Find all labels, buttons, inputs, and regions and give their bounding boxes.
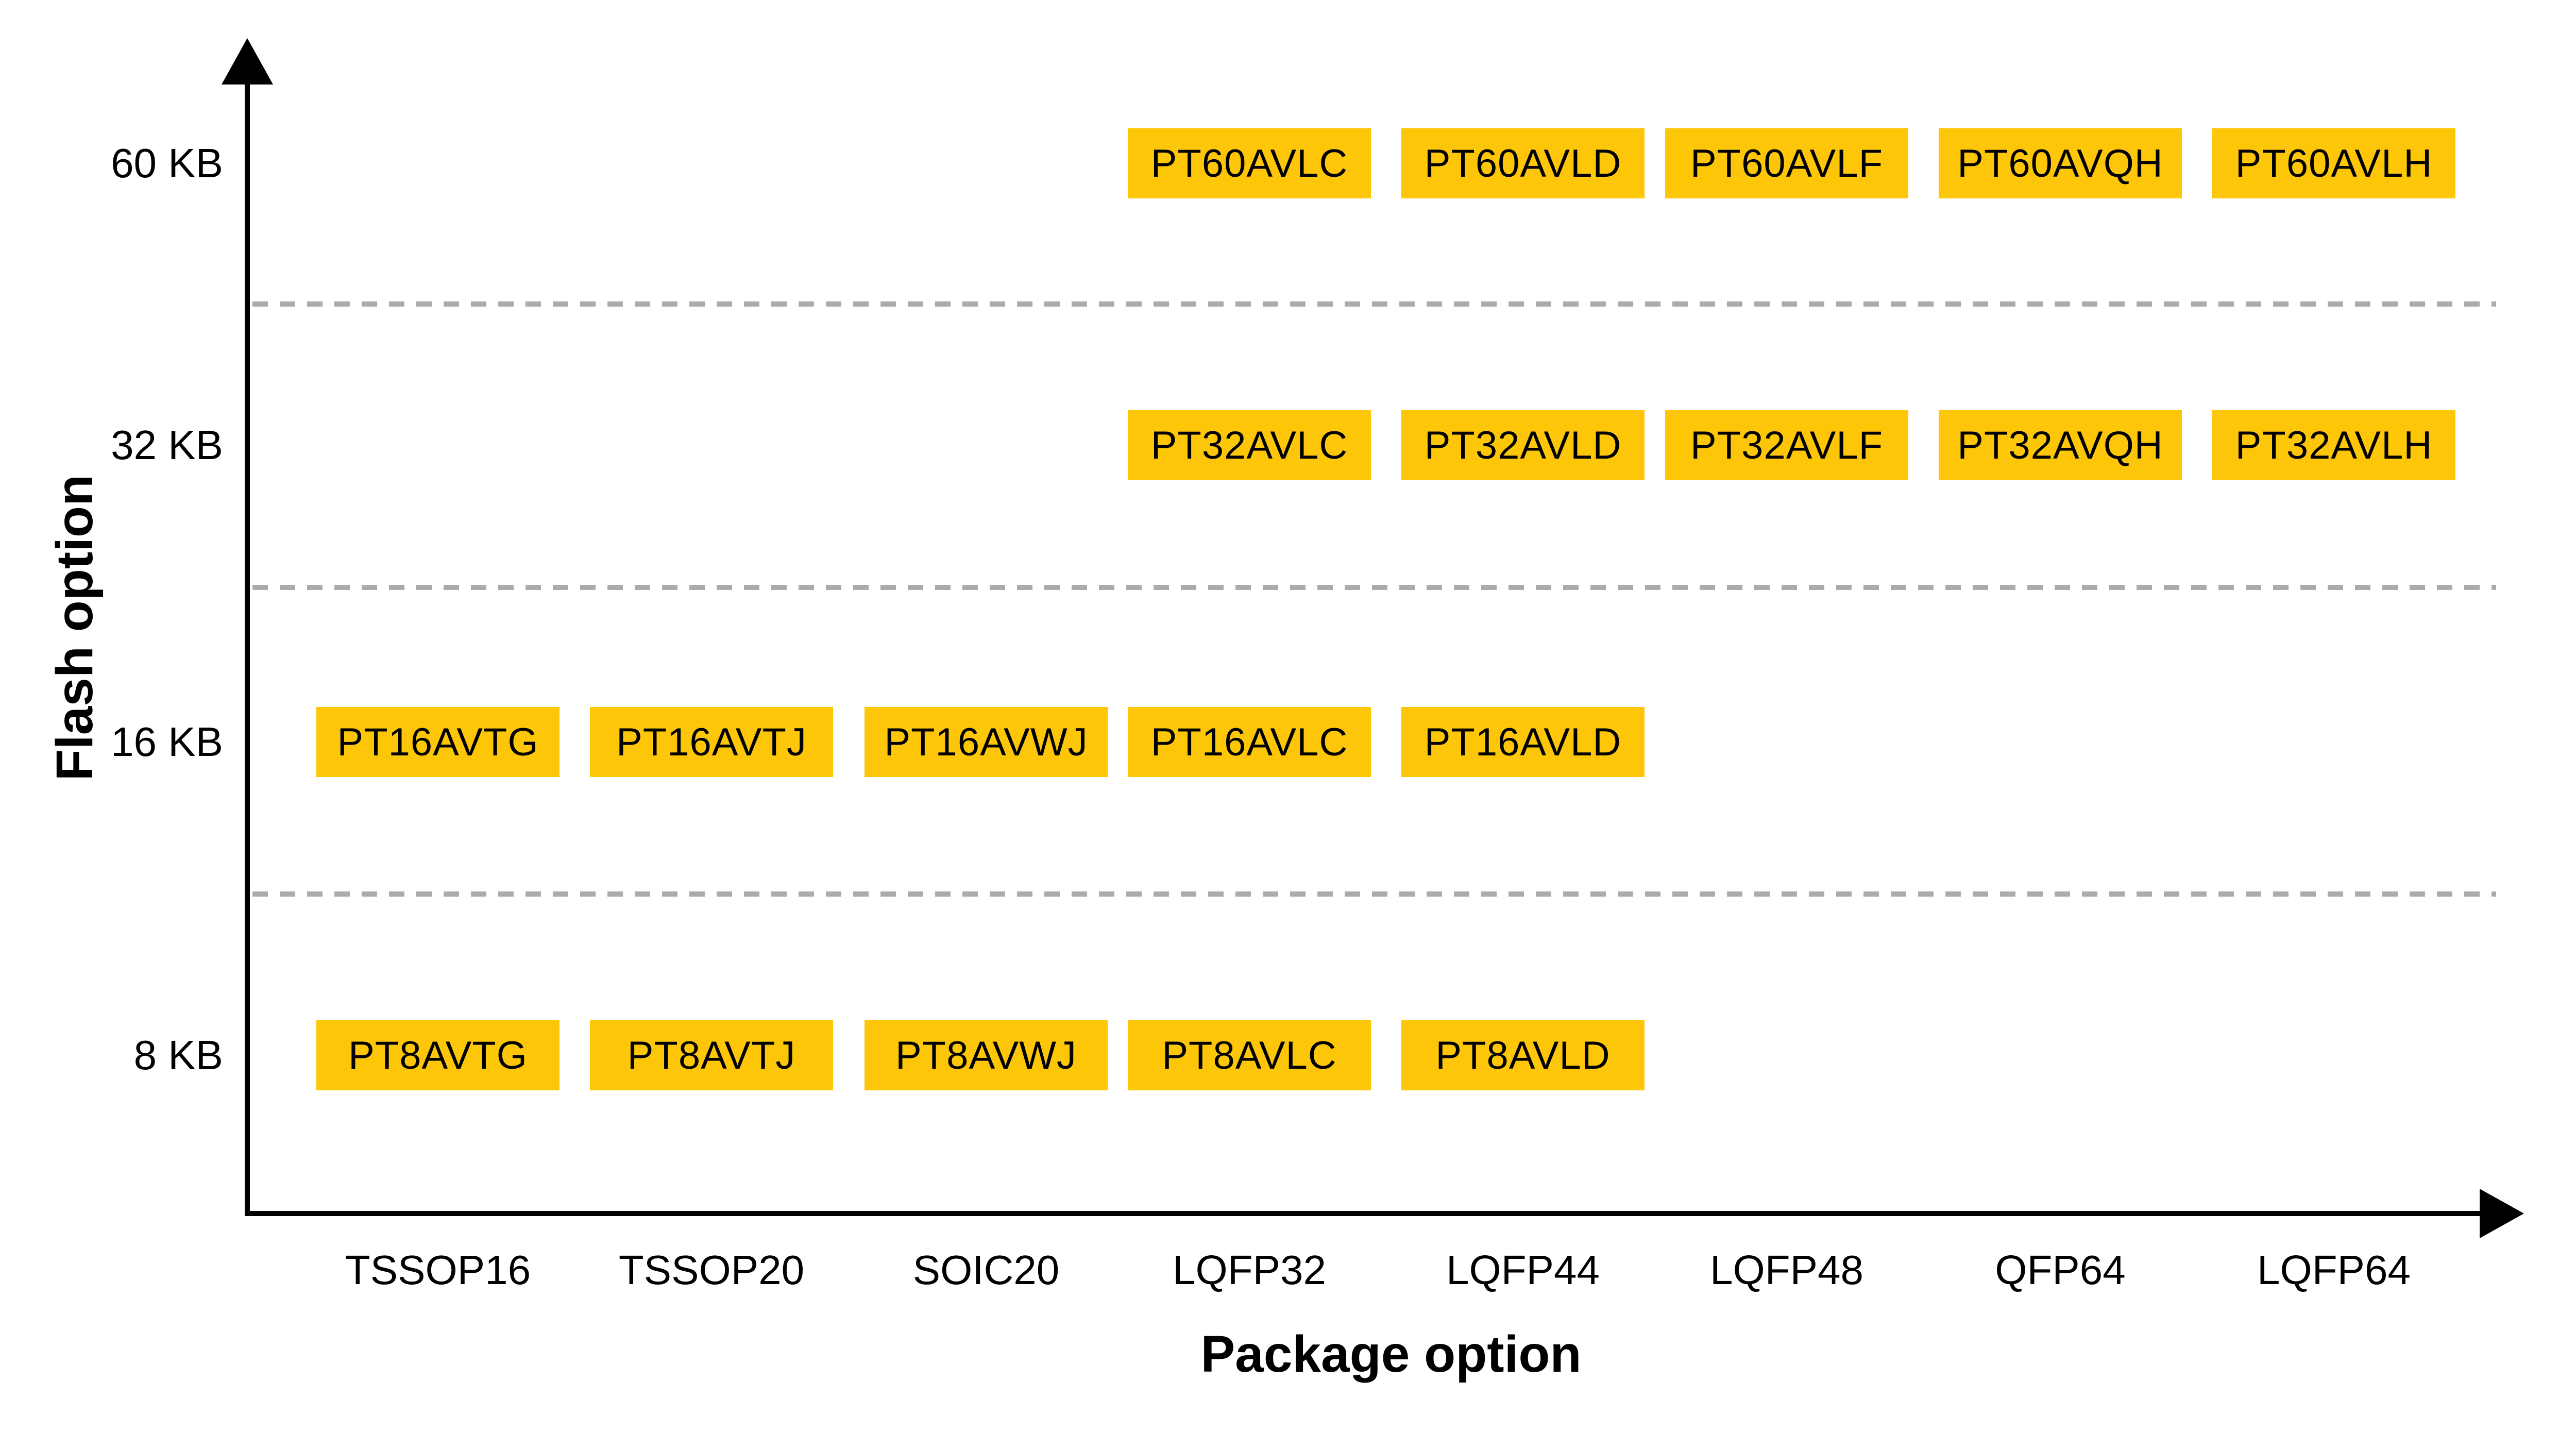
part-box: PT32AVLF (1665, 410, 1908, 480)
dashed-gridline (252, 585, 2496, 590)
part-box: PT32AVLH (2212, 410, 2455, 480)
part-box: PT32AVLD (1401, 410, 1645, 480)
part-box: PT16AVWJ (865, 707, 1108, 777)
x-tick-label: LQFP32 (1173, 1247, 1326, 1293)
part-box: PT16AVTJ (590, 707, 833, 777)
part-box: PT60AVLC (1128, 128, 1371, 198)
part-box: PT8AVTJ (590, 1020, 833, 1090)
dashed-gridline (252, 891, 2496, 897)
part-box: PT8AVLD (1401, 1020, 1645, 1090)
y-tick-label: 60 KB (111, 140, 223, 186)
x-tick-label: TSSOP20 (618, 1247, 805, 1293)
part-box: PT16AVLD (1401, 707, 1645, 777)
part-box: PT16AVLC (1128, 707, 1371, 777)
y-axis-title: Flash option (46, 474, 104, 781)
part-box: PT8AVLC (1128, 1020, 1371, 1090)
dashed-gridline (252, 301, 2496, 307)
y-axis-line (245, 57, 250, 1216)
x-tick-label: LQFP64 (2257, 1247, 2411, 1293)
y-axis-arrow-icon (222, 38, 273, 85)
part-box: PT32AVLC (1128, 410, 1371, 480)
part-box: PT60AVLH (2212, 128, 2455, 198)
part-box: PT32AVQH (1939, 410, 2182, 480)
part-box: PT8AVTG (316, 1020, 560, 1090)
x-tick-label: SOIC20 (912, 1247, 1060, 1293)
y-tick-label: 8 KB (133, 1032, 223, 1078)
x-axis-line (245, 1211, 2483, 1216)
part-box: PT60AVLD (1401, 128, 1645, 198)
part-box: PT60AVQH (1939, 128, 2182, 198)
x-tick-label: LQFP48 (1710, 1247, 1863, 1293)
x-tick-label: TSSOP16 (345, 1247, 531, 1293)
part-box: PT60AVLF (1665, 128, 1908, 198)
x-tick-label: QFP64 (1995, 1247, 2126, 1293)
part-box: PT16AVTG (316, 707, 560, 777)
x-tick-label: LQFP44 (1446, 1247, 1600, 1293)
y-tick-label: 16 KB (111, 719, 223, 765)
x-axis-arrow-icon (2480, 1189, 2524, 1238)
y-tick-label: 32 KB (111, 422, 223, 468)
x-axis-title: Package option (1200, 1325, 1582, 1383)
part-box: PT8AVWJ (865, 1020, 1108, 1090)
